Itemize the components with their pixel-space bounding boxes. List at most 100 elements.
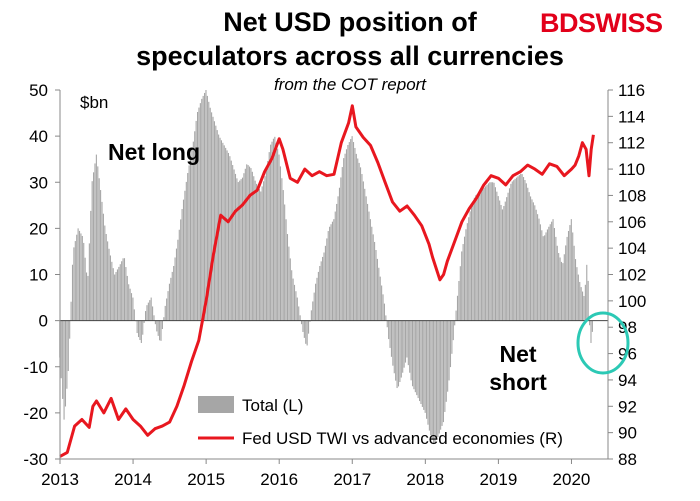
total-bar	[544, 235, 546, 321]
total-bar	[483, 187, 485, 321]
annotation-net-short: Net	[499, 341, 536, 367]
total-bar	[166, 298, 168, 321]
total-bar	[157, 320, 159, 336]
total-bar	[74, 241, 76, 321]
total-bar	[352, 142, 355, 321]
total-bar	[212, 116, 214, 321]
total-bar	[500, 204, 502, 321]
total-bar	[428, 320, 430, 431]
total-bar	[81, 235, 83, 321]
total-bar	[454, 320, 456, 326]
total-bar	[400, 320, 402, 378]
total-bar	[202, 95, 204, 321]
total-bar	[167, 291, 169, 321]
total-bar	[256, 183, 258, 321]
total-bar	[357, 158, 359, 321]
total-bar	[577, 274, 579, 321]
total-bar	[365, 196, 367, 321]
x-tick-label: 2018	[406, 470, 444, 489]
total-bar	[296, 297, 298, 321]
chart-title-line-2: speculators across all currencies	[136, 41, 564, 71]
total-bar	[348, 142, 350, 321]
total-bar	[108, 248, 110, 321]
total-bar	[232, 165, 234, 321]
total-bar	[244, 168, 246, 321]
total-bar	[225, 147, 227, 321]
total-bar	[351, 136, 353, 321]
total-bar	[563, 254, 565, 321]
total-bar	[62, 320, 64, 399]
total-bar	[476, 194, 478, 321]
total-bar	[194, 131, 196, 321]
total-bar	[277, 148, 279, 321]
total-bar	[253, 176, 255, 321]
total-bar	[534, 205, 536, 321]
total-bar	[140, 320, 142, 343]
left-tick-label: 10	[29, 266, 48, 285]
total-bar	[60, 320, 62, 379]
total-bar	[111, 261, 113, 321]
total-bar	[121, 261, 123, 321]
total-bar	[532, 202, 534, 321]
total-bar	[490, 182, 492, 321]
total-bar	[251, 171, 253, 321]
total-bar	[129, 288, 131, 321]
total-bar	[572, 232, 574, 321]
total-bar	[182, 199, 185, 321]
total-bar	[553, 228, 556, 321]
total-bar	[227, 152, 230, 321]
total-bar	[361, 174, 363, 321]
total-bar	[354, 147, 356, 321]
brand-logo: BDSWISS	[540, 8, 663, 39]
right-tick-label: 106	[618, 213, 646, 232]
total-bar	[104, 225, 106, 321]
total-bar	[239, 180, 241, 321]
total-bar	[170, 277, 172, 321]
total-bar	[480, 190, 482, 321]
total-bar	[268, 152, 270, 321]
total-bar	[442, 320, 445, 423]
total-bar	[118, 266, 120, 321]
total-bar	[382, 294, 384, 321]
right-tick-label: 108	[618, 186, 646, 205]
total-bar	[258, 188, 260, 321]
total-bar	[154, 320, 156, 325]
chart-title-line-1: Net USD position of	[223, 7, 477, 37]
total-bar	[222, 142, 224, 321]
total-bar	[542, 236, 544, 321]
total-bar	[320, 261, 322, 321]
total-bar	[471, 206, 473, 321]
total-bar	[440, 320, 442, 430]
total-bar	[213, 121, 215, 321]
total-bar	[246, 164, 248, 321]
total-bar	[396, 320, 398, 389]
total-bar	[309, 320, 311, 322]
right-tick-label: 104	[618, 239, 646, 258]
total-bar	[322, 256, 324, 321]
total-bar	[496, 191, 498, 321]
total-bar	[486, 184, 488, 321]
legend-label-total: Total (L)	[242, 396, 303, 415]
total-bar	[522, 177, 525, 321]
total-bar	[447, 320, 449, 392]
total-bar	[284, 204, 286, 321]
total-bar	[431, 320, 433, 440]
total-bar	[507, 192, 509, 321]
total-bar	[91, 181, 93, 321]
total-bar	[257, 186, 259, 321]
total-bar	[298, 306, 300, 321]
total-bar	[95, 154, 97, 321]
total-bar	[369, 219, 371, 321]
x-tick-label: 2013	[41, 470, 79, 489]
total-bar	[163, 317, 165, 321]
total-bar	[478, 192, 480, 321]
total-bar	[337, 196, 339, 321]
total-bar	[582, 291, 584, 321]
brand-logo-part-2: SWISS	[578, 8, 663, 38]
total-bar	[590, 320, 592, 343]
total-bar	[178, 229, 180, 321]
total-bar	[164, 305, 166, 321]
right-tick-label: 114	[618, 107, 645, 126]
total-bar	[591, 320, 593, 332]
total-bar	[80, 233, 82, 321]
